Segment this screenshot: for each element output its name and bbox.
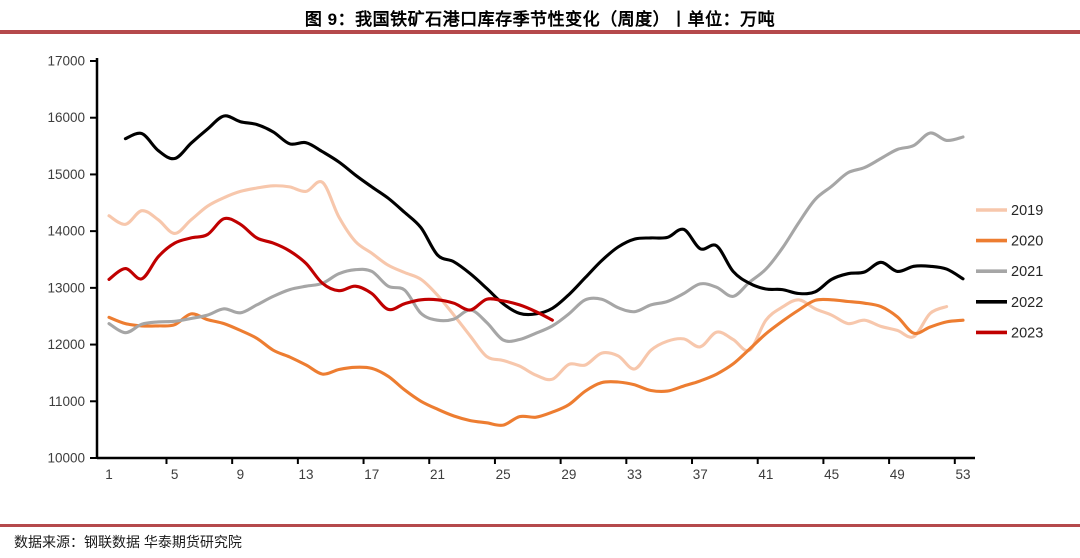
y-axis-label: 13000 [47,280,85,295]
seasonality-line-chart: 10000 11000 12000 13000 14000 15000 16000 17000… [47,54,1043,483]
x-axis-label: 37 [693,467,708,482]
legend-label-2023: 2023 [1011,325,1043,341]
y-axis-label: 11000 [48,394,85,409]
x-axis-label: 5 [171,467,179,482]
x-axis-label: 53 [955,467,970,482]
series-line-2023 [107,216,554,322]
bottom-separator-line [0,524,1080,527]
x-axis-label: 13 [299,467,314,482]
y-axis-label: 10000 [47,451,85,466]
top-separator-line [0,30,1080,34]
x-axis-label: 21 [430,467,445,482]
legend-label-2019: 2019 [1011,203,1043,219]
y-axis-label: 17000 [47,54,85,69]
series-line-2019 [107,179,949,382]
x-axis-label: 49 [890,467,905,482]
chart-title: 图 9：我国铁矿石港口库存季节性变化（周度）丨单位：万吨 [304,10,776,29]
series-line-2020 [107,297,965,427]
series-line-2022 [123,114,965,317]
x-axis-label: 29 [561,467,576,482]
data-source-note: 数据来源：钢联数据 华泰期货研究院 [14,534,242,550]
series-line-2021 [107,131,965,343]
y-axis-label: 15000 [47,167,85,182]
x-axis-label: 41 [758,467,773,482]
y-axis-label: 14000 [47,224,85,239]
x-axis-label: 1 [105,467,113,482]
x-axis-label: 9 [237,467,245,482]
y-axis-label: 12000 [47,337,85,352]
x-axis-label: 45 [824,467,839,482]
legend-label-2021: 2021 [1011,264,1043,280]
y-axis-label: 16000 [47,110,85,125]
x-axis-label: 33 [627,467,642,482]
legend-label-2020: 2020 [1011,234,1043,250]
x-axis-label: 17 [364,467,379,482]
x-axis-label: 25 [496,467,511,482]
legend-label-2022: 2022 [1011,295,1043,311]
